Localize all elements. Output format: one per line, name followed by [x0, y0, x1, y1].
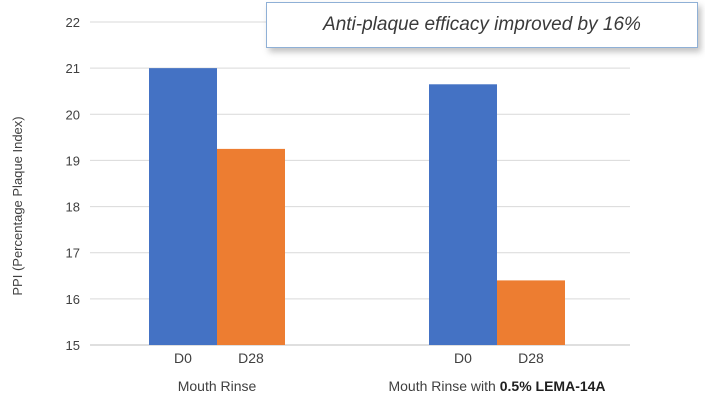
bar-1-d0	[149, 68, 217, 346]
group-label-emphasis: 0.5% LEMA-14A	[500, 378, 606, 394]
bar-1-d28	[217, 148, 285, 345]
category-label-d28: D28	[238, 350, 264, 366]
y-tick-label: 17	[66, 246, 80, 261]
bar-2-d28	[497, 280, 565, 345]
bar-2-d0	[429, 84, 497, 346]
y-tick-label: 15	[66, 338, 80, 353]
y-axis-ticks: 15 16 17 18 19 20 21 22	[66, 15, 80, 353]
y-axis-label: PPI (Percentage Plaque Index)	[10, 116, 25, 295]
group-label-mouth-rinse: Mouth Rinse	[178, 378, 257, 394]
bars	[149, 68, 565, 346]
annotation-callout: Anti-plaque efficacy improved by 16%	[266, 2, 698, 48]
y-tick-label: 22	[66, 15, 80, 30]
y-tick-label: 19	[66, 153, 80, 168]
y-tick-label: 16	[66, 292, 80, 307]
category-label-d0: D0	[454, 350, 472, 366]
group-label-mouth-rinse-lema: Mouth Rinse with 0.5% LEMA-14A	[388, 378, 605, 394]
y-tick-label: 20	[66, 107, 80, 122]
category-labels: D0 D28 D0 D28	[174, 350, 544, 366]
group-label-prefix: Mouth Rinse with	[388, 378, 499, 394]
category-label-d0: D0	[174, 350, 192, 366]
category-label-d28: D28	[518, 350, 544, 366]
y-tick-label: 21	[66, 61, 80, 76]
y-tick-label: 18	[66, 200, 80, 215]
